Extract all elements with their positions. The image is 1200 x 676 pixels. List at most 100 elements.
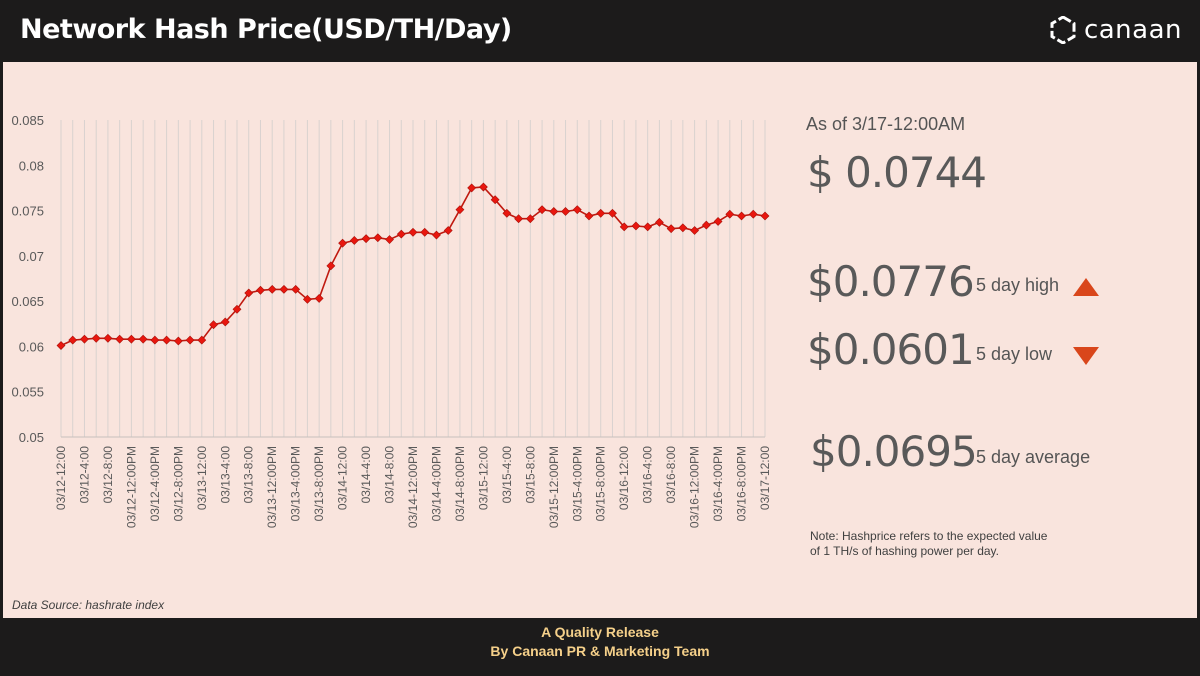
canaan-logo-icon	[1050, 16, 1076, 44]
data-point	[150, 335, 160, 345]
hashprice-note: Note: Hashprice refers to the expected v…	[810, 529, 1048, 558]
x-tick-label: 03/14-4:00	[359, 446, 373, 504]
low-label: 5 day low	[976, 344, 1053, 364]
data-point	[443, 226, 453, 235]
x-tick-label: 03/12-12:00PM	[124, 446, 138, 528]
data-point	[631, 221, 641, 231]
data-point	[748, 209, 758, 219]
high-value: $0.0776	[807, 257, 975, 306]
data-point	[209, 320, 218, 330]
x-tick-label: 03/14-4:00PM	[429, 446, 443, 521]
x-tick-label: 03/14-12:00PM	[406, 446, 420, 528]
data-point	[302, 294, 312, 304]
data-point	[713, 217, 723, 226]
data-point	[737, 211, 746, 221]
y-tick-label: 0.065	[11, 294, 44, 309]
data-point	[267, 284, 277, 294]
x-tick-label: 03/13-12:00PM	[265, 446, 279, 528]
x-tick-label: 03/13-8:00	[242, 446, 256, 504]
x-tick-label: 03/16-8:00PM	[735, 446, 749, 521]
data-point	[596, 208, 606, 218]
y-tick-label: 0.085	[11, 113, 44, 128]
x-tick-label: 03/15-12:00	[476, 446, 490, 510]
data-point	[326, 261, 336, 271]
data-point	[385, 235, 394, 244]
x-tick-label: 03/12-4:00PM	[148, 446, 162, 521]
x-tick-label: 03/16-12:00	[617, 446, 631, 510]
page-title: Network Hash Price(USD/TH/Day)	[20, 14, 512, 45]
data-point	[80, 334, 89, 344]
data-point	[537, 205, 547, 215]
x-tick-label: 03/14-12:00	[336, 446, 350, 510]
x-tick-label: 03/12-12:00	[54, 446, 68, 510]
average-value: $0.0695	[810, 427, 978, 476]
x-tick-label: 03/15-4:00	[500, 446, 514, 504]
data-point	[162, 335, 172, 345]
y-tick-label: 0.05	[19, 430, 44, 445]
data-point	[103, 333, 113, 343]
data-point	[654, 217, 664, 227]
data-point	[56, 341, 66, 350]
data-point	[643, 222, 653, 232]
data-point	[244, 288, 254, 298]
data-point	[349, 236, 359, 245]
data-point	[173, 336, 183, 346]
data-point	[608, 208, 617, 218]
data-point	[291, 284, 301, 294]
y-tick-label: 0.08	[19, 158, 44, 173]
x-tick-label: 03/14-8:00PM	[453, 446, 467, 521]
y-tick-label: 0.055	[11, 385, 44, 400]
data-point	[115, 334, 125, 344]
x-tick-label: 03/16-4:00PM	[711, 446, 725, 521]
y-tick-label: 0.06	[19, 339, 44, 354]
data-point	[549, 207, 559, 216]
data-point	[256, 285, 265, 295]
content-panel: 0.05 0.055 0.06 0.065 0.07 0.075 0.08 0.085 03/1…	[3, 62, 1197, 618]
data-point	[408, 227, 418, 237]
data-point	[619, 222, 629, 232]
data-point	[396, 229, 406, 239]
data-point	[138, 334, 148, 344]
x-tick-label: 03/15-12:00PM	[547, 446, 561, 528]
header-bar: Network Hash Price(USD/TH/Day) canaan	[0, 0, 1200, 62]
data-point	[91, 333, 101, 343]
data-point	[373, 233, 383, 243]
data-point	[584, 211, 594, 221]
x-tick-label: 03/12-4:00	[77, 446, 91, 504]
x-tick-label: 03/15-8:00PM	[594, 446, 608, 521]
hashprice-line-chart: 0.05 0.055 0.06 0.065 0.07 0.075 0.08 0.085 03/1…	[11, 113, 772, 528]
data-point	[314, 294, 324, 303]
data-point	[514, 214, 524, 224]
data-point	[760, 211, 770, 221]
data-point	[455, 205, 465, 215]
y-tick-label: 0.075	[11, 204, 44, 219]
data-point	[666, 224, 676, 234]
data-point	[185, 335, 195, 345]
data-point	[432, 230, 441, 240]
data-point	[561, 207, 570, 216]
footer-line-2: By Canaan PR & Marketing Team	[490, 643, 710, 659]
data-point	[502, 208, 512, 218]
down-triangle-icon	[1073, 347, 1099, 365]
data-source: Data Source: hashrate index	[12, 598, 165, 612]
data-point	[126, 334, 136, 344]
data-point	[232, 304, 242, 314]
x-tick-label: 03/13-8:00PM	[312, 446, 326, 521]
data-point	[220, 317, 230, 327]
x-tick-label: 03/16-12:00PM	[688, 446, 702, 528]
data-point	[197, 335, 207, 345]
x-tick-label: 03/12-8:00	[101, 446, 115, 504]
data-point	[279, 284, 289, 294]
data-point	[68, 335, 78, 345]
data-point	[690, 226, 700, 235]
data-point	[678, 223, 688, 233]
x-tick-label: 03/16-4:00	[641, 446, 655, 504]
x-tick-label: 03/13-4:00PM	[289, 446, 303, 521]
data-point	[572, 205, 582, 215]
data-point	[361, 234, 371, 244]
x-tick-label: 03/16-8:00	[664, 446, 678, 504]
brand-logo: canaan	[1050, 15, 1182, 45]
x-tick-label: 03/13-4:00	[218, 446, 232, 504]
data-point	[725, 209, 735, 219]
x-tick-label: 03/15-4:00PM	[570, 446, 584, 521]
